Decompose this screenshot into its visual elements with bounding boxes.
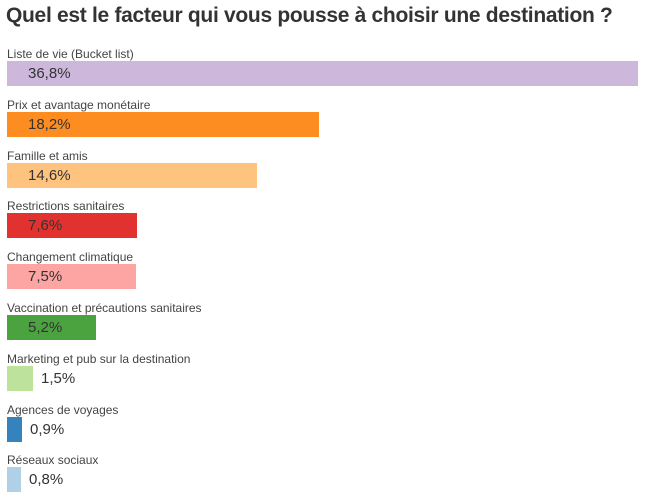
bar — [7, 213, 137, 239]
bar-row: Marketing et pub sur la destination 1,5% — [0, 352, 647, 394]
category-label: Changement climatique — [7, 250, 134, 265]
category-label: Vaccination et précautions sanitaires — [7, 301, 202, 315]
bar — [7, 416, 22, 442]
value-label: 14,6% — [28, 166, 71, 184]
bar — [7, 162, 257, 188]
bar-row: Agences de voyages 0,9% — [0, 403, 647, 445]
category-label: Réseaux sociaux — [7, 453, 99, 468]
bar-row: Vaccination et précautions sanitaires 5,2… — [0, 301, 647, 343]
bar — [7, 365, 33, 391]
bar — [7, 61, 638, 86]
value-label: 1,5% — [41, 369, 76, 387]
bar-row: Liste de vie (Bucket list) 36,8% — [0, 47, 647, 89]
value-label: 0,9% — [30, 420, 65, 438]
value-label: 7,6% — [28, 217, 63, 235]
bar — [7, 111, 319, 137]
category-label: Marketing et pub sur la destination — [7, 351, 191, 366]
chart-title: Quel est le facteur qui vous pousse à ch… — [6, 4, 613, 27]
bar — [7, 315, 96, 340]
value-label: 7,5% — [28, 268, 63, 286]
category-label: Famille et amis — [7, 148, 88, 163]
bar-row: Changement climatique 7,5% — [0, 250, 647, 292]
value-label: 0,8% — [29, 471, 64, 489]
category-label: Liste de vie (Bucket list) — [7, 47, 134, 61]
value-label: 36,8% — [28, 65, 71, 82]
bar-row: Prix et avantage monétaire 18,2% — [0, 98, 647, 140]
category-label: Restrictions sanitaires — [7, 199, 125, 214]
value-label: 18,2% — [28, 115, 71, 133]
category-label: Agences de voyages — [7, 402, 119, 417]
bar — [7, 264, 136, 290]
category-label: Prix et avantage monétaire — [7, 97, 151, 112]
bar-row: Restrictions sanitaires 7,6% — [0, 199, 647, 241]
bar — [7, 467, 21, 493]
value-label: 5,2% — [28, 319, 63, 336]
bar-row: Famille et amis 14,6% — [0, 149, 647, 191]
bar-row: Réseaux sociaux 0,8% — [0, 453, 647, 495]
